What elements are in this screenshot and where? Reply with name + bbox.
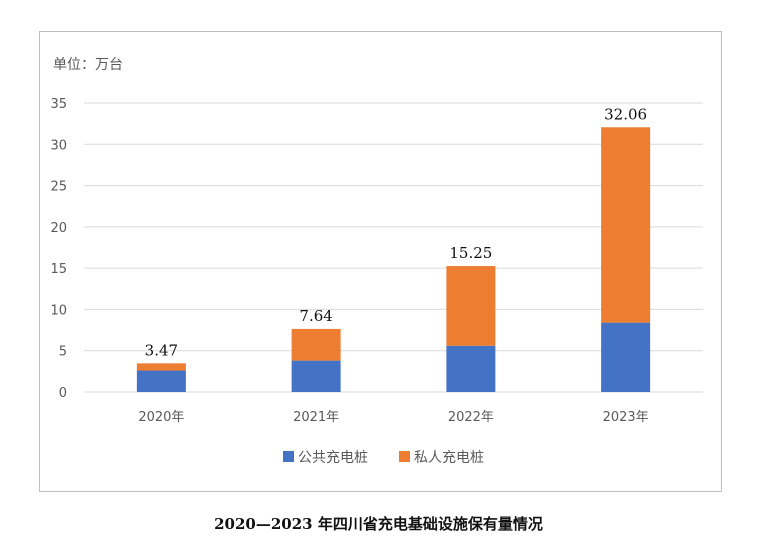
bar-segment-private	[601, 127, 651, 323]
y-tick-label: 20	[50, 221, 67, 236]
bar-segment-private	[291, 328, 341, 361]
chart-frame: 单位：万台 0 5 10 15 20 25 30 35 3.47 7.64 15.25 32.06 …	[39, 31, 722, 492]
bar-segment-public	[291, 360, 341, 392]
legend-swatch	[399, 451, 410, 462]
x-tick-label: 2020年	[138, 410, 184, 425]
bar-segment-public	[446, 345, 496, 392]
bar-segment-private	[446, 266, 496, 346]
y-axis-ticks: 0 5 10 15 20 25 30 35	[50, 97, 67, 401]
bar-segment-public	[136, 370, 186, 392]
legend-label: 公共充电桩	[298, 449, 368, 466]
bars	[136, 127, 651, 392]
x-tick-label: 2022年	[448, 410, 494, 425]
y-tick-label: 15	[50, 262, 67, 277]
y-axis-unit-label: 单位：万台	[53, 57, 123, 73]
x-axis-ticks: 2020年 2021年 2022年 2023年	[138, 410, 648, 425]
bar-segment-private	[136, 363, 186, 371]
legend-label: 私人充电桩	[414, 449, 484, 466]
legend: 公共充电桩 私人充电桩	[283, 449, 484, 466]
bar-total-labels: 3.47 7.64 15.25 32.06	[145, 105, 647, 359]
y-tick-label: 5	[59, 345, 67, 360]
bar-segment-public	[601, 322, 651, 392]
y-tick-label: 30	[50, 138, 67, 153]
y-tick-label: 25	[50, 180, 67, 195]
gridlines	[84, 102, 703, 393]
y-tick-label: 35	[50, 97, 67, 112]
y-tick-label: 10	[50, 303, 67, 318]
x-tick-label: 2023年	[603, 410, 649, 425]
bar-total-label: 15.25	[449, 244, 492, 262]
figure-caption: 2020—2023 年四川省充电基础设施保有量情况	[214, 515, 543, 533]
bar-total-label: 32.06	[604, 105, 647, 123]
legend-swatch	[283, 451, 294, 462]
bar-total-label: 3.47	[145, 341, 178, 359]
bar-total-label: 7.64	[299, 307, 332, 325]
x-tick-label: 2021年	[293, 410, 339, 425]
y-tick-label: 0	[59, 386, 67, 401]
